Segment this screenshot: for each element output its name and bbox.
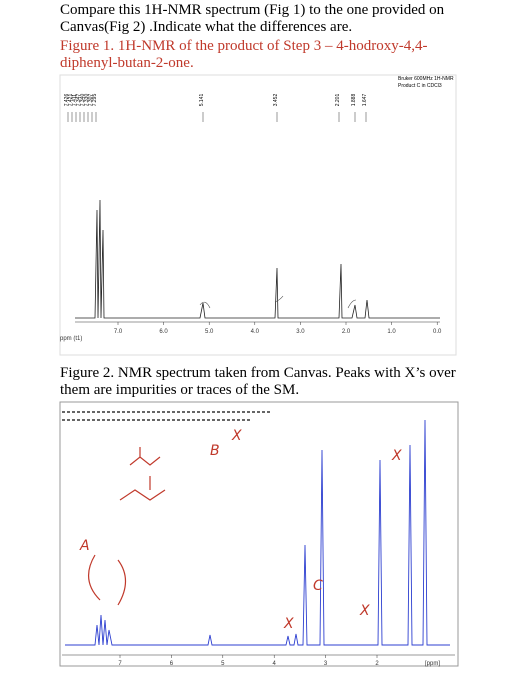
peak-label: 7.340 (80, 94, 86, 107)
axis-ticks: 7 6 5 4 3 2 (118, 655, 379, 667)
tick-label: 2.0 (342, 329, 351, 335)
tick-label: 7 (118, 661, 122, 667)
peak-label: 2.201 (335, 94, 341, 107)
annotation: A (79, 538, 90, 554)
axis-unit: ppm (t1) (60, 336, 82, 342)
peak-label: 1.647 (362, 94, 368, 107)
annotation: C (313, 578, 323, 594)
tick-label: 5 (221, 661, 225, 667)
tick-label: 6.0 (159, 329, 168, 335)
handwriting (88, 447, 166, 606)
spectrum-trace (75, 199, 440, 319)
tick-label: 7.0 (114, 329, 123, 335)
peak-label: 7.426 (64, 94, 70, 107)
tick-label: 5.0 (205, 329, 214, 335)
peak-label: 7.411 (72, 94, 78, 106)
tick-label: 4 (273, 661, 277, 667)
annotation: X (391, 448, 402, 464)
peak-label: 5.141 (199, 94, 205, 107)
tick-label: 0.0 (433, 329, 442, 335)
figure1-caption: Figure 1. 1H-NMR of the product of Step … (60, 38, 428, 71)
spectrum-trace (65, 419, 450, 646)
peak-label: 3.452 (273, 94, 279, 107)
instructions: Compare this 1H-NMR spectrum (Fig 1) to … (60, 2, 445, 35)
tick-label: 1.0 (387, 329, 396, 335)
axis-ticks: 7.0 6.0 5.0 4.0 3.0 2.0 1.0 0.0 (114, 322, 442, 335)
tick-label: 3 (324, 661, 328, 667)
tick-label: 4.0 (251, 329, 260, 335)
tick-label: 2 (375, 661, 379, 667)
figure1-spectrum: Bruker 600MHz 1H-NMR Product C in CDCl3 … (59, 74, 457, 356)
instrument: Bruker 600MHz 1H-NMR (398, 76, 454, 82)
figure2-caption: Figure 2. NMR spectrum taken from Canvas… (60, 365, 456, 398)
peak-label: 7.330 (84, 94, 90, 107)
instrument: Product C in CDCl3 (398, 83, 442, 89)
peak-label: 7.295 (92, 94, 98, 107)
frame (59, 401, 459, 667)
axis-unit: [ppm] (425, 661, 440, 667)
peak-label: 7.307 (88, 94, 94, 107)
annotation: X (359, 603, 370, 619)
peak-label: 7.421 (68, 94, 74, 107)
frame (59, 74, 457, 356)
integral (199, 295, 357, 309)
annotation: X (283, 616, 294, 632)
peak-labels: 7.4267.4217.4117.3477.3407.3307.3077.295… (64, 94, 368, 122)
tick-label: 3.0 (296, 329, 305, 335)
annotation: B (210, 443, 220, 459)
peak-label: 1.888 (351, 94, 357, 107)
peak-label: 7.347 (76, 94, 82, 107)
tick-label: 6 (170, 661, 174, 667)
annotation: X (231, 428, 242, 444)
